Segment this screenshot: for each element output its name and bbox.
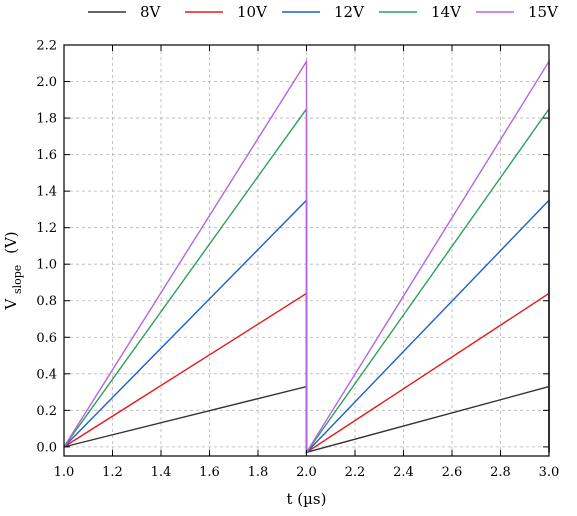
y-axis-title-main: V bbox=[2, 298, 20, 311]
x-tick-label: 1.2 bbox=[102, 465, 123, 480]
series-lines bbox=[63, 58, 550, 455]
ticks: 1.0 1.2 1.4 1.6 1.8 2.0 2.2 2.4 2.6 2.8 3.0 0.0 0.2 0… bbox=[36, 39, 559, 481]
y-tick-label: 0.2 bbox=[36, 404, 57, 419]
x-tick-label: 2.0 bbox=[296, 465, 317, 480]
series-line-15V bbox=[63, 58, 550, 455]
legend: 8V 10V 12V 14V 15V bbox=[88, 3, 559, 21]
x-tick-label: 2.2 bbox=[345, 465, 366, 480]
x-tick-label: 3.0 bbox=[539, 465, 560, 480]
x-tick-label: 2.8 bbox=[490, 465, 511, 480]
y-axis-title-unit: (V) bbox=[2, 231, 20, 254]
legend-label-12V: 12V bbox=[334, 3, 365, 21]
legend-label-15V: 15V bbox=[528, 3, 559, 21]
y-tick-label: 0.6 bbox=[36, 331, 57, 346]
y-tick-label: 1.8 bbox=[36, 112, 57, 127]
x-tick-label: 1.8 bbox=[248, 465, 269, 480]
legend-label-10V: 10V bbox=[237, 3, 268, 21]
legend-label-14V: 14V bbox=[431, 3, 462, 21]
y-tick-label: 0.4 bbox=[36, 367, 57, 382]
y-tick-label: 2.0 bbox=[36, 75, 57, 90]
x-tick-label: 2.6 bbox=[442, 465, 463, 480]
legend-label-8V: 8V bbox=[140, 3, 162, 21]
x-axis-title: t (µs) bbox=[287, 490, 327, 508]
y-tick-label: 1.0 bbox=[36, 258, 57, 273]
y-axis-title-subscript: slope bbox=[11, 265, 24, 294]
y-tick-label: 0.0 bbox=[36, 440, 57, 455]
y-axis-title: V slope (V) bbox=[2, 231, 25, 310]
x-tick-label: 1.6 bbox=[199, 465, 220, 480]
y-tick-label: 0.8 bbox=[36, 294, 57, 309]
x-tick-label: 2.4 bbox=[393, 465, 414, 480]
y-tick-label: 1.4 bbox=[36, 185, 57, 200]
y-tick-label: 1.6 bbox=[36, 148, 57, 163]
y-tick-label: 2.2 bbox=[36, 39, 57, 54]
x-tick-label: 1.4 bbox=[151, 465, 172, 480]
y-tick-label: 1.2 bbox=[36, 221, 57, 236]
x-tick-label: 1.0 bbox=[54, 465, 75, 480]
